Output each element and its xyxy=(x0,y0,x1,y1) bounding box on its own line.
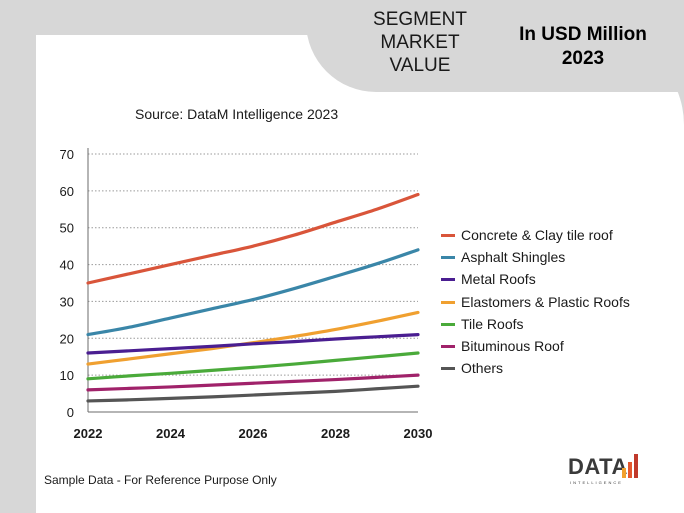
legend-swatch xyxy=(441,256,455,260)
series-line-asphalt-shingles xyxy=(86,248,420,337)
y-tick-label: 0 xyxy=(67,405,74,420)
x-tick-label: 2024 xyxy=(156,426,186,441)
legend-label: Others xyxy=(461,360,504,377)
legend-label: Asphalt Shingles xyxy=(461,249,566,266)
legend-swatch xyxy=(441,234,455,237)
legend-swatch xyxy=(441,345,455,348)
logo-bar xyxy=(634,454,638,478)
series-line-tile-roofs xyxy=(86,351,420,381)
unit-title-line2: 2023 xyxy=(561,48,605,69)
unit-title: In USD Million 2023 xyxy=(498,23,668,71)
legend-swatch xyxy=(441,278,455,282)
x-tick-label: 2022 xyxy=(74,426,103,441)
logo-subtitle: INTELLIGENCE xyxy=(570,480,623,485)
y-tick-label: 40 xyxy=(60,258,74,273)
logo-bars-icon xyxy=(622,454,638,478)
logo-bar xyxy=(628,462,632,478)
legend-swatch xyxy=(441,300,455,304)
series-line-concrete-clay-tile-roof xyxy=(86,192,420,285)
x-tick-label: 2026 xyxy=(239,426,268,441)
legend-swatch xyxy=(441,367,455,371)
series-line-others xyxy=(86,384,420,403)
segment-title-line2: MARKET xyxy=(380,32,460,53)
datam-logo: DATA INTELLIGENCE xyxy=(568,452,646,492)
legend-label: Metal Roofs xyxy=(461,271,536,288)
chart-panel xyxy=(36,35,684,513)
y-tick-label: 30 xyxy=(60,294,74,309)
logo-bar xyxy=(622,468,626,478)
legend-label: Bituminous Roof xyxy=(461,338,564,354)
legend-swatch xyxy=(441,322,455,326)
y-tick-label: 60 xyxy=(60,184,74,199)
unit-title-line1: In USD Million xyxy=(519,24,647,45)
legend-label: Elastomers & Plastic Roofs xyxy=(461,293,630,310)
legend-label: Concrete & Clay tile roof xyxy=(461,227,613,243)
source-label: Source: DataM Intelligence 2023 xyxy=(135,106,339,122)
y-tick-label: 50 xyxy=(60,221,74,236)
y-tick-label: 20 xyxy=(60,331,74,346)
x-tick-label: 2030 xyxy=(404,426,433,441)
y-tick-label: 10 xyxy=(60,368,74,383)
segment-title: SEGMENT MARKET VALUE xyxy=(350,8,490,77)
x-tick-label: 2028 xyxy=(321,426,350,441)
logo-word: DATA xyxy=(568,454,628,479)
series-line-metal-roofs xyxy=(86,333,420,355)
y-tick-label: 70 xyxy=(60,147,74,162)
footer-note: Sample Data - For Reference Purpose Only xyxy=(44,473,277,487)
segment-title-line3: VALUE xyxy=(389,55,451,76)
header-tab xyxy=(306,0,684,92)
series-line-bituminous-roof xyxy=(86,373,420,392)
legend-label: Tile Roofs xyxy=(461,315,524,332)
segment-title-line1: SEGMENT xyxy=(373,9,467,30)
